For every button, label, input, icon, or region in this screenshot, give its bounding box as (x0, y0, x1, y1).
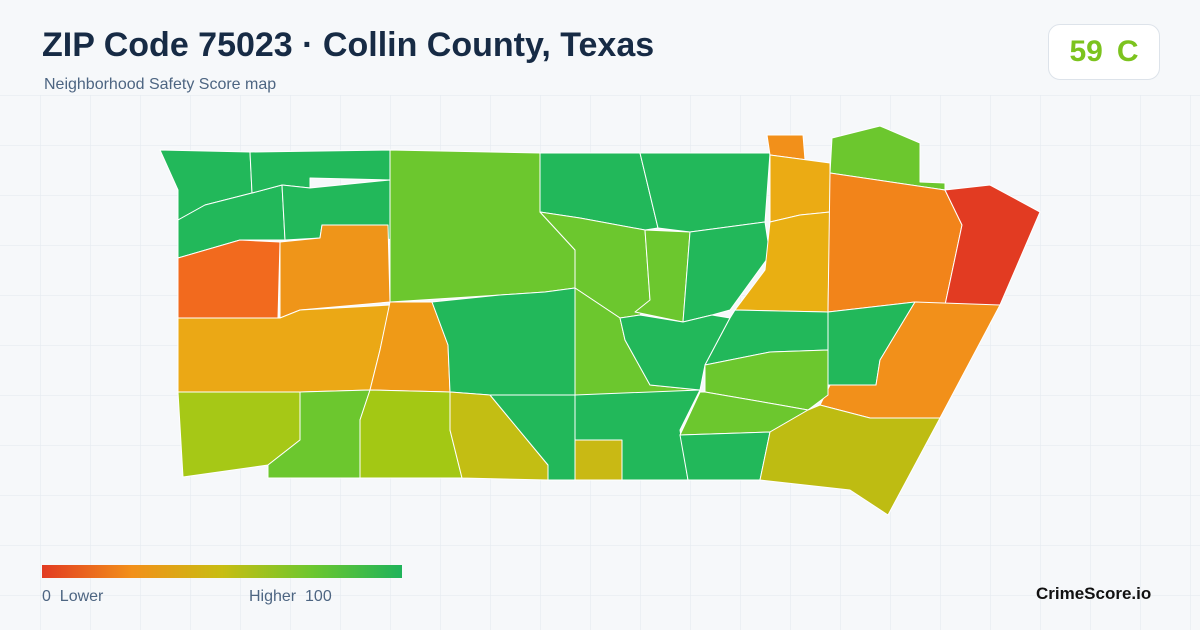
subtitle: Neighborhood Safety Score map (44, 76, 277, 93)
legend-high-label: Higher (249, 588, 297, 605)
region (679, 431, 771, 481)
legend-high: Higher 100 (249, 588, 332, 606)
legend-min: 0 (42, 588, 51, 605)
region (639, 152, 771, 233)
legend-max: 100 (305, 588, 332, 605)
region (359, 389, 463, 479)
region (634, 229, 691, 323)
region (759, 404, 941, 516)
region (574, 439, 623, 481)
region (177, 239, 281, 319)
regions (159, 125, 1041, 516)
title: ZIP Code 75023 · Collin County, Texas (42, 26, 655, 64)
region (574, 389, 701, 481)
region (769, 154, 831, 223)
region (431, 287, 576, 396)
score-badge: 59 C (1048, 24, 1160, 80)
grade: C (1116, 35, 1139, 68)
brand: CrimeScore.io (1036, 584, 1152, 603)
legend-low-label: Lower (59, 588, 104, 605)
legend-gradient (42, 565, 402, 578)
region (177, 304, 391, 393)
region (827, 172, 963, 313)
score: 59 (1069, 35, 1103, 68)
legend-low: 0 Lower (42, 588, 103, 606)
